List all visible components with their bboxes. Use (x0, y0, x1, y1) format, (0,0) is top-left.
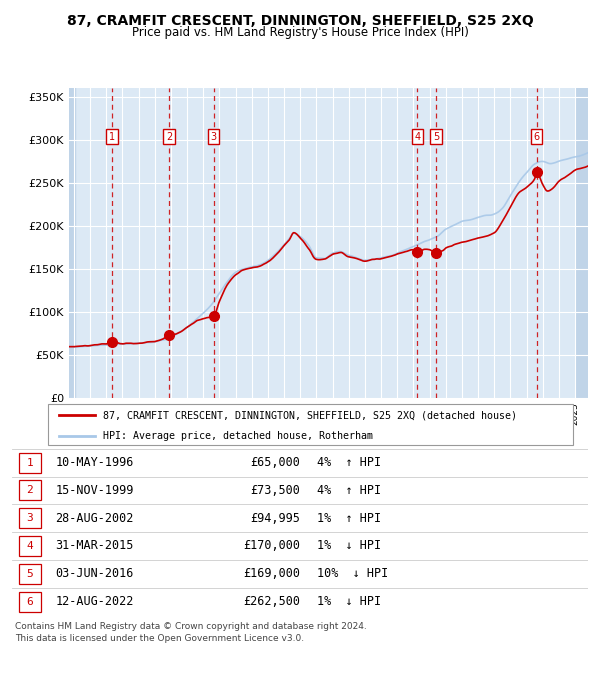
Text: £94,995: £94,995 (250, 512, 300, 525)
Text: £170,000: £170,000 (243, 539, 300, 552)
Text: £73,500: £73,500 (250, 484, 300, 497)
FancyBboxPatch shape (48, 404, 573, 445)
Text: 2: 2 (26, 486, 33, 496)
Bar (69, 88, 76, 398)
FancyBboxPatch shape (19, 453, 41, 473)
Text: 6: 6 (533, 131, 539, 141)
Text: 87, CRAMFIT CRESCENT, DINNINGTON, SHEFFIELD, S25 2XQ (detached house): 87, CRAMFIT CRESCENT, DINNINGTON, SHEFFI… (103, 410, 517, 420)
Text: 1%  ↓ HPI: 1% ↓ HPI (317, 595, 382, 608)
Text: 1: 1 (26, 458, 33, 468)
Text: 4: 4 (415, 131, 421, 141)
FancyBboxPatch shape (19, 508, 41, 528)
Text: 15-NOV-1999: 15-NOV-1999 (55, 484, 134, 497)
Text: £65,000: £65,000 (250, 456, 300, 469)
Text: 3: 3 (211, 131, 217, 141)
Text: 1%  ↓ HPI: 1% ↓ HPI (317, 539, 382, 552)
Text: 5: 5 (26, 568, 33, 579)
Text: 31-MAR-2015: 31-MAR-2015 (55, 539, 134, 552)
Text: 12-AUG-2022: 12-AUG-2022 (55, 595, 134, 608)
Bar (576, 88, 588, 398)
Text: 4: 4 (26, 541, 33, 551)
FancyBboxPatch shape (19, 592, 41, 611)
Text: 1: 1 (109, 131, 115, 141)
FancyBboxPatch shape (19, 564, 41, 583)
Text: Contains HM Land Registry data © Crown copyright and database right 2024.: Contains HM Land Registry data © Crown c… (15, 622, 367, 631)
Text: Price paid vs. HM Land Registry's House Price Index (HPI): Price paid vs. HM Land Registry's House … (131, 26, 469, 39)
Text: 10%  ↓ HPI: 10% ↓ HPI (317, 567, 389, 580)
Text: 2: 2 (166, 131, 172, 141)
Text: 3: 3 (26, 513, 33, 523)
Text: 5: 5 (433, 131, 439, 141)
Text: This data is licensed under the Open Government Licence v3.0.: This data is licensed under the Open Gov… (15, 634, 304, 643)
Text: 10-MAY-1996: 10-MAY-1996 (55, 456, 134, 469)
Text: HPI: Average price, detached house, Rotherham: HPI: Average price, detached house, Roth… (103, 430, 373, 441)
Text: 4%  ↑ HPI: 4% ↑ HPI (317, 456, 382, 469)
Text: 03-JUN-2016: 03-JUN-2016 (55, 567, 134, 580)
Text: 87, CRAMFIT CRESCENT, DINNINGTON, SHEFFIELD, S25 2XQ: 87, CRAMFIT CRESCENT, DINNINGTON, SHEFFI… (67, 14, 533, 28)
Text: 6: 6 (26, 596, 33, 607)
Text: 1%  ↑ HPI: 1% ↑ HPI (317, 512, 382, 525)
FancyBboxPatch shape (19, 536, 41, 556)
FancyBboxPatch shape (19, 481, 41, 500)
Text: £262,500: £262,500 (243, 595, 300, 608)
Text: 4%  ↑ HPI: 4% ↑ HPI (317, 484, 382, 497)
Text: 28-AUG-2002: 28-AUG-2002 (55, 512, 134, 525)
Text: £169,000: £169,000 (243, 567, 300, 580)
